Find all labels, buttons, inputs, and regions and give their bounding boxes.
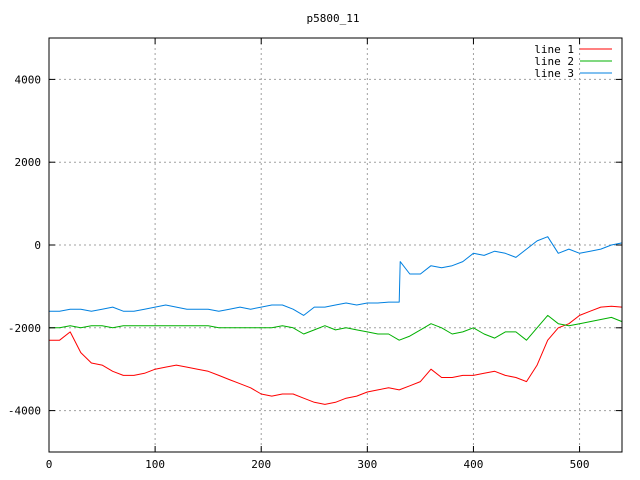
x-tick-label: 0 — [46, 458, 53, 471]
x-tick-label: 200 — [251, 458, 271, 471]
x-tick-label: 500 — [570, 458, 590, 471]
legend-label-1: line 1 — [534, 43, 574, 56]
series-line-1 — [49, 305, 623, 405]
legend-label-2: line 2 — [534, 55, 574, 68]
grid — [48, 38, 622, 452]
x-tick-label: 300 — [357, 458, 377, 471]
y-tick-label: 0 — [34, 239, 41, 252]
y-tick-label: -2000 — [8, 322, 41, 335]
series-line-2 — [49, 314, 623, 341]
y-tick-label: 4000 — [15, 73, 42, 86]
axis-ticks: -4000 -2000 0 2000 4000 0 100 200 300 400 500 — [8, 38, 622, 471]
legend-label-3: line 3 — [534, 67, 574, 80]
x-tick-label: 100 — [145, 458, 165, 471]
chart-title: p5800_11 — [307, 12, 360, 25]
series-group — [49, 236, 623, 405]
y-tick-label: -4000 — [8, 405, 41, 418]
y-tick-label: 2000 — [15, 156, 42, 169]
series-line-3 — [49, 236, 623, 316]
x-tick-label: 400 — [464, 458, 484, 471]
